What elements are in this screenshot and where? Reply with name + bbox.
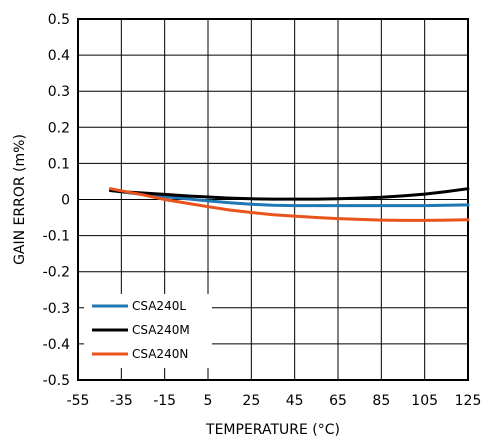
x-tick-label: 65 (329, 393, 347, 409)
x-tick-label: 85 (372, 393, 390, 409)
y-tick-label: -0.1 (43, 229, 70, 245)
plot-frame (77, 18, 469, 381)
y-tick-label: -0.5 (43, 373, 70, 389)
legend-label-csa240m: CSA240M (132, 323, 190, 337)
x-tick-labels: -55 -35 -15 5 25 45 65 85 105 125 (67, 393, 482, 409)
legend: CSA240L CSA240M CSA240N (84, 294, 212, 368)
y-tick-label: 0.4 (48, 48, 70, 64)
x-tick-label: -15 (153, 393, 176, 409)
legend-label-csa240l: CSA240L (132, 299, 186, 313)
x-tick-label: -35 (110, 393, 133, 409)
y-tick-labels: 0.5 0.4 0.3 0.2 0.1 0 -0.1 -0.2 -0.3 -0.4 -0.5 (43, 12, 70, 389)
y-tick-label: -0.2 (43, 265, 70, 281)
series-lines (109, 187, 470, 222)
series-line-csa240l (109, 189, 470, 208)
y-tick-label: -0.3 (43, 301, 70, 317)
y-tick-label: -0.4 (43, 337, 70, 353)
y-tick-label: 0.1 (48, 156, 70, 172)
y-axis-label: GAIN ERROR (m%) (12, 134, 28, 265)
x-tick-label: -55 (67, 393, 90, 409)
x-tick-label: 45 (286, 393, 304, 409)
x-tick-label: 5 (204, 393, 213, 409)
y-tick-label: 0.3 (48, 84, 70, 100)
x-tick-label: 105 (411, 393, 438, 409)
x-axis-label: TEMPERATURE (°C) (205, 422, 340, 438)
y-tick-label: 0.2 (48, 120, 70, 136)
x-tick-label: 125 (455, 393, 482, 409)
y-tick-label: 0 (61, 193, 70, 209)
series-line-csa240m (109, 187, 470, 201)
series-line-csa240n (109, 187, 470, 222)
legend-label-csa240n: CSA240N (132, 347, 188, 361)
y-tick-label: 0.5 (48, 12, 70, 28)
x-tick-label: 25 (242, 393, 260, 409)
